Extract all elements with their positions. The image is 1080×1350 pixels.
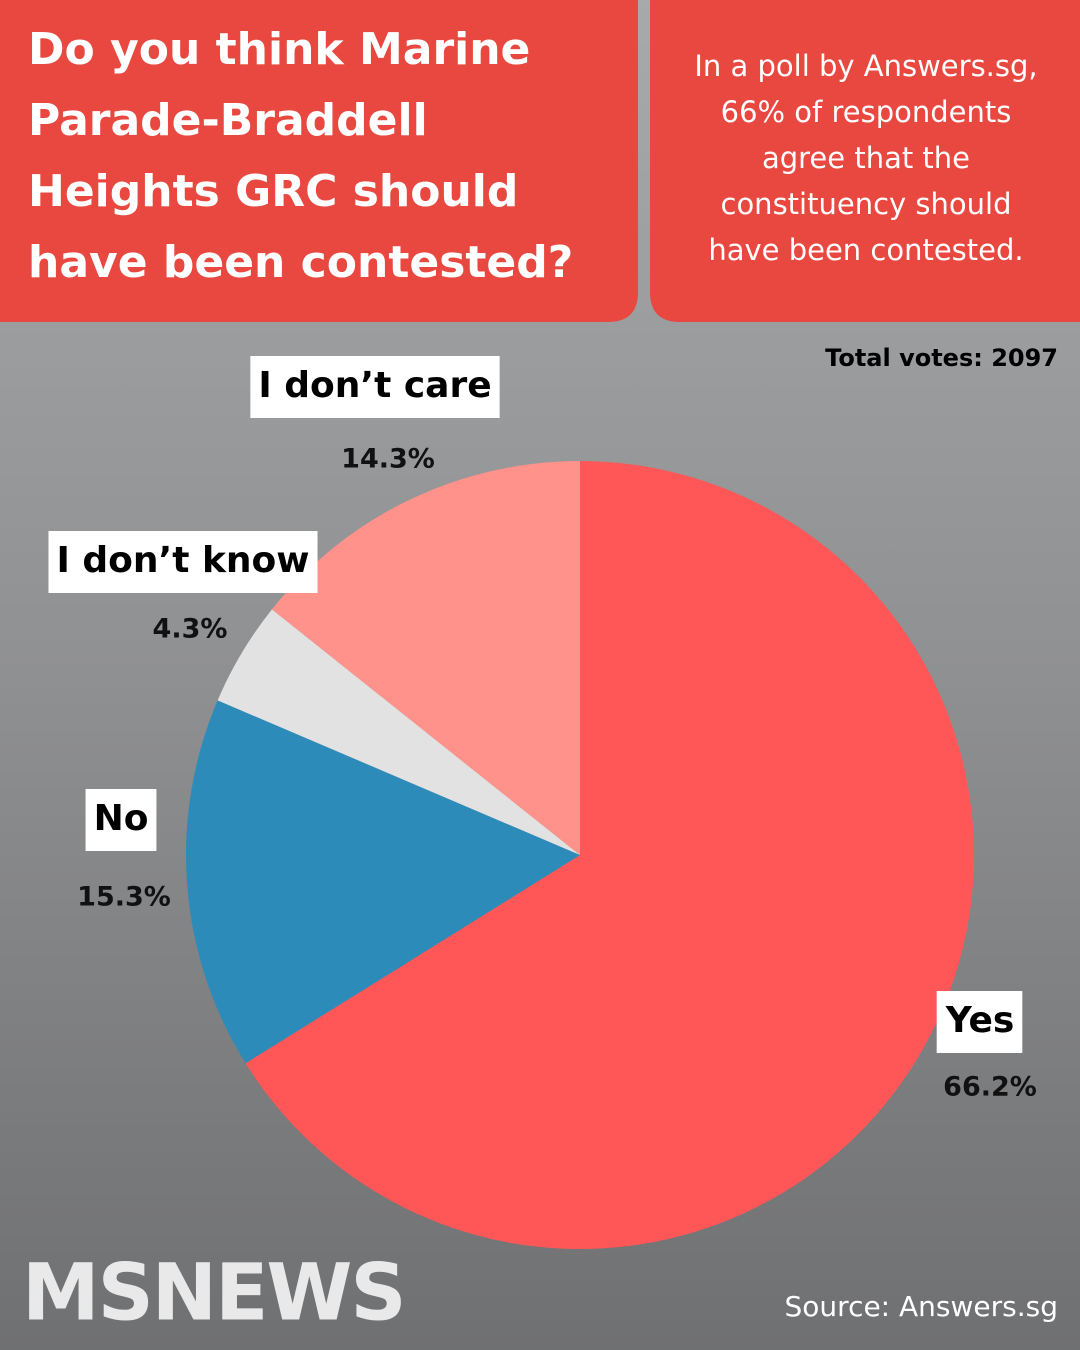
logo: MSNEWS	[22, 1248, 405, 1338]
slice-label: I don’t care	[258, 365, 491, 406]
annotation: Total votes: 2097	[825, 344, 1058, 372]
label-box	[936, 991, 1023, 1053]
subtitle: 66% of respondents	[721, 95, 1012, 129]
subtitle: have been contested.	[708, 233, 1023, 267]
pie-slice	[271, 461, 580, 855]
chart-title: Parade-Braddell	[28, 95, 428, 146]
pie-slice	[245, 461, 975, 1249]
source: Source: Answers.sg	[785, 1290, 1058, 1323]
subtitle: constituency should	[721, 187, 1012, 221]
title-panel	[0, 0, 638, 322]
value-label: 14.3%	[341, 444, 435, 475]
subtitle: agree that the	[762, 141, 970, 175]
chart-title: Do you think Marine	[28, 24, 530, 75]
subtitle: In a poll by Answers.sg,	[694, 49, 1037, 83]
chart-title: have been contested?	[28, 237, 573, 288]
label-box	[48, 531, 318, 593]
label-box	[85, 789, 157, 851]
value-label: 66.2%	[943, 1072, 1037, 1103]
slice-label: Yes	[945, 1000, 1015, 1041]
value-label: 4.3%	[153, 614, 228, 645]
pie-slice	[185, 700, 580, 1064]
value-label: 15.3%	[77, 882, 171, 913]
label-box	[250, 356, 500, 418]
chart-title: Heights GRC should	[28, 166, 518, 217]
slice-label: No	[94, 798, 149, 839]
pie-slice	[217, 609, 580, 855]
subtitle-panel	[650, 0, 1080, 322]
slice-label: I don’t know	[56, 540, 309, 581]
